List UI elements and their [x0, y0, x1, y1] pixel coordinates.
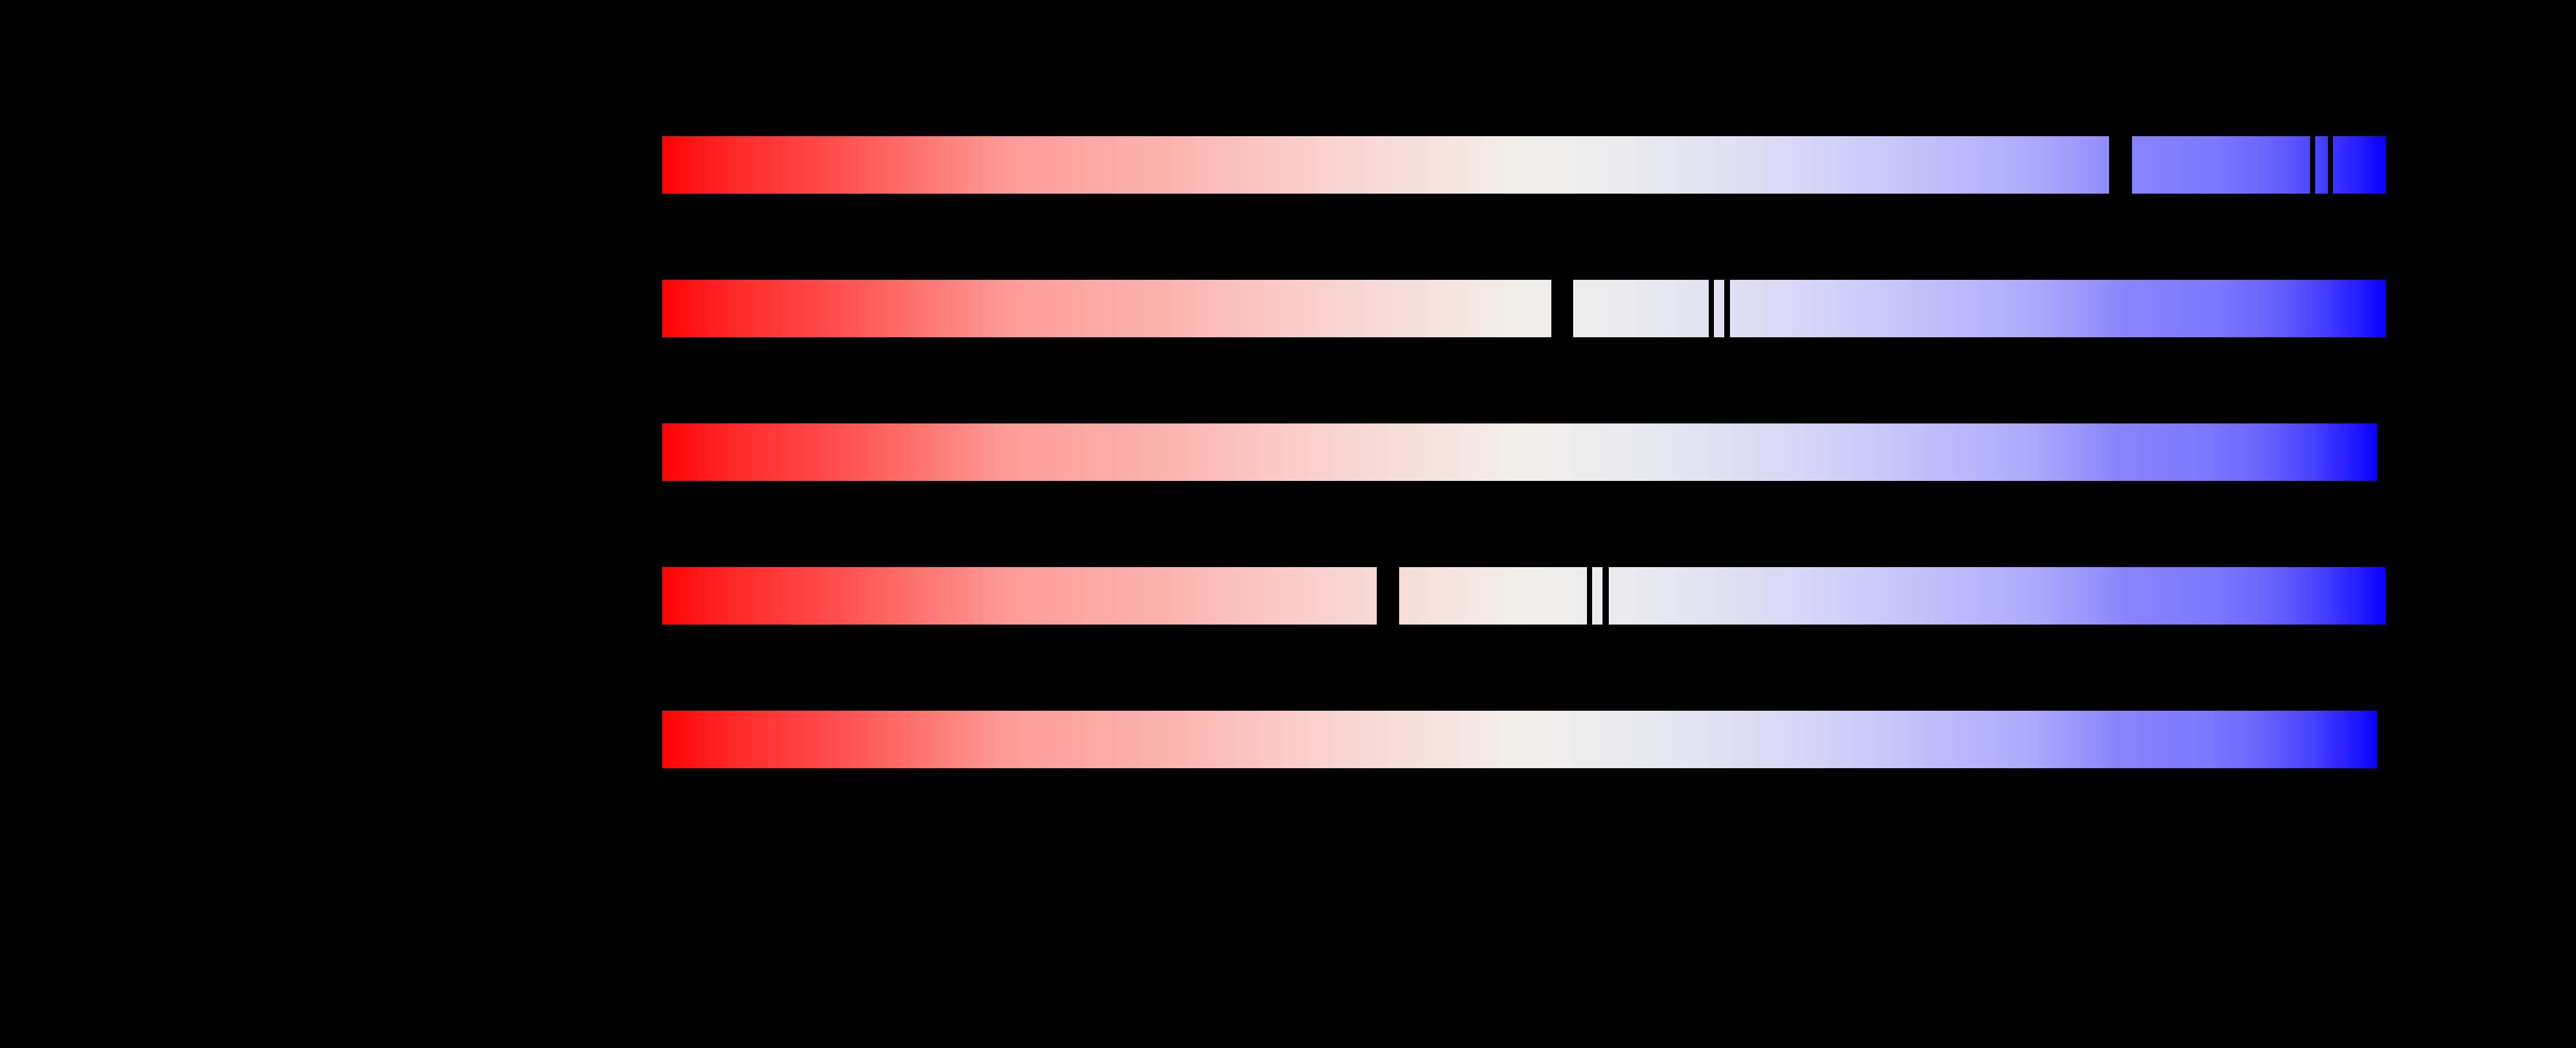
bar-4-break: [1602, 566, 1609, 626]
bar-2-break: [1551, 279, 1573, 338]
bar-1-break: [2328, 135, 2333, 195]
gradient-bar-1: [662, 135, 2386, 195]
bar-2-break: [1724, 279, 1730, 338]
gradient-bar-4: [662, 566, 2386, 626]
gradient-bar-5: [662, 711, 2377, 768]
bar-4-break: [1587, 566, 1592, 626]
gradient-bar-2: [662, 279, 2386, 338]
gradient-bar-3: [662, 423, 2377, 481]
bar-2-break: [1709, 279, 1714, 338]
bar-1-break: [2310, 135, 2315, 195]
bar-1-break: [2109, 135, 2132, 195]
bar-4-break: [1377, 566, 1399, 626]
